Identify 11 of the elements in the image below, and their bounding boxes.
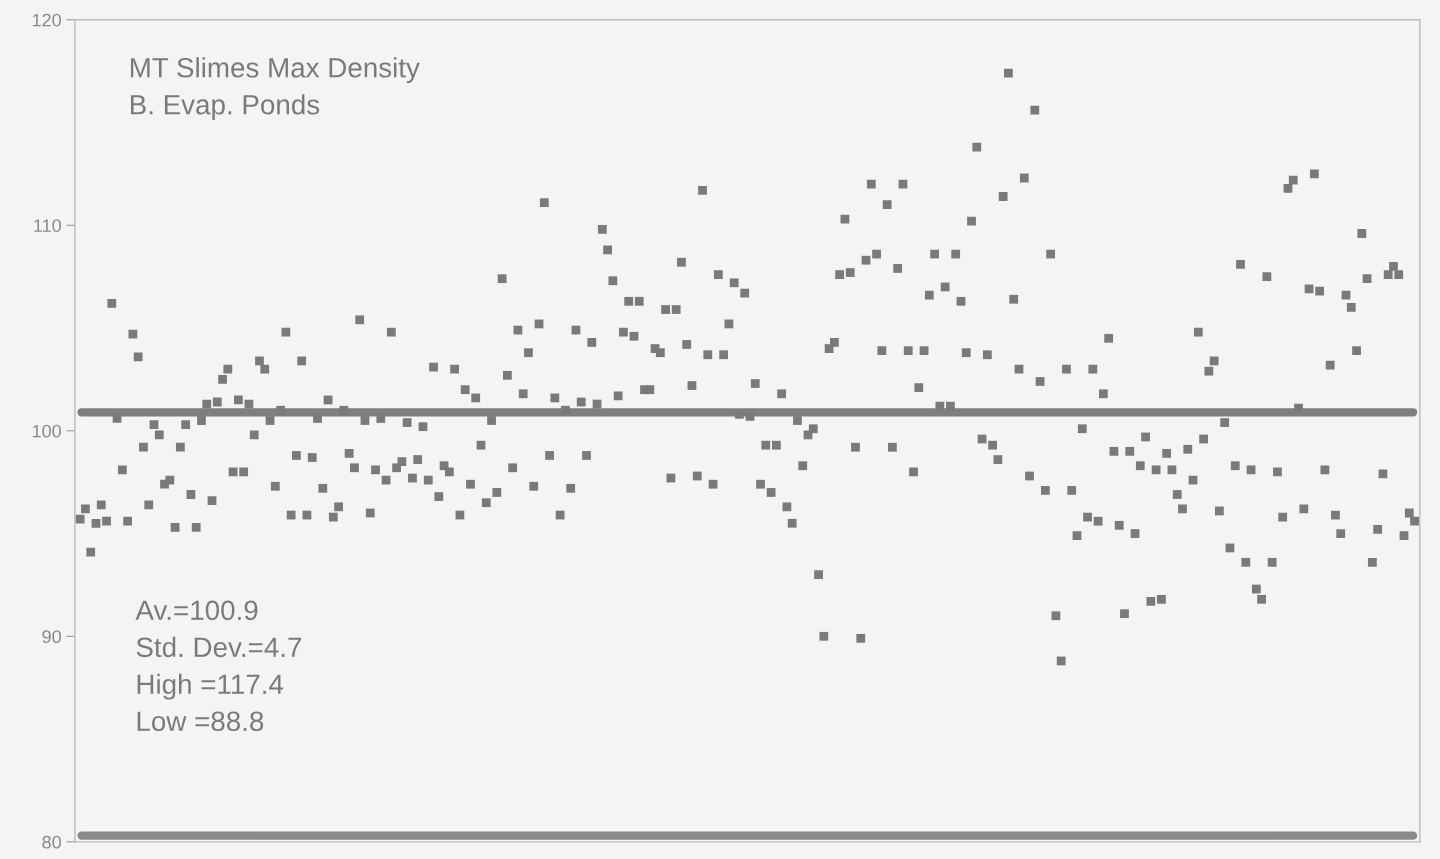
annotation: High =117.4	[137, 673, 284, 700]
annotation: Std. Dev.=4.7	[136, 636, 302, 658]
y-tick-label: 80	[42, 835, 61, 849]
annotation: Low =88.8	[137, 711, 264, 732]
y-tick-label: 100	[32, 424, 61, 438]
y-tick-label: 120	[32, 13, 61, 27]
annotation: Av.=100.9	[135, 600, 258, 621]
y-tick-label: 110	[34, 219, 61, 232]
y-tick-label: 90	[42, 630, 61, 644]
text: MT Slimes Max Density	[130, 57, 420, 84]
text: B. Evap. Ponds	[130, 94, 320, 121]
